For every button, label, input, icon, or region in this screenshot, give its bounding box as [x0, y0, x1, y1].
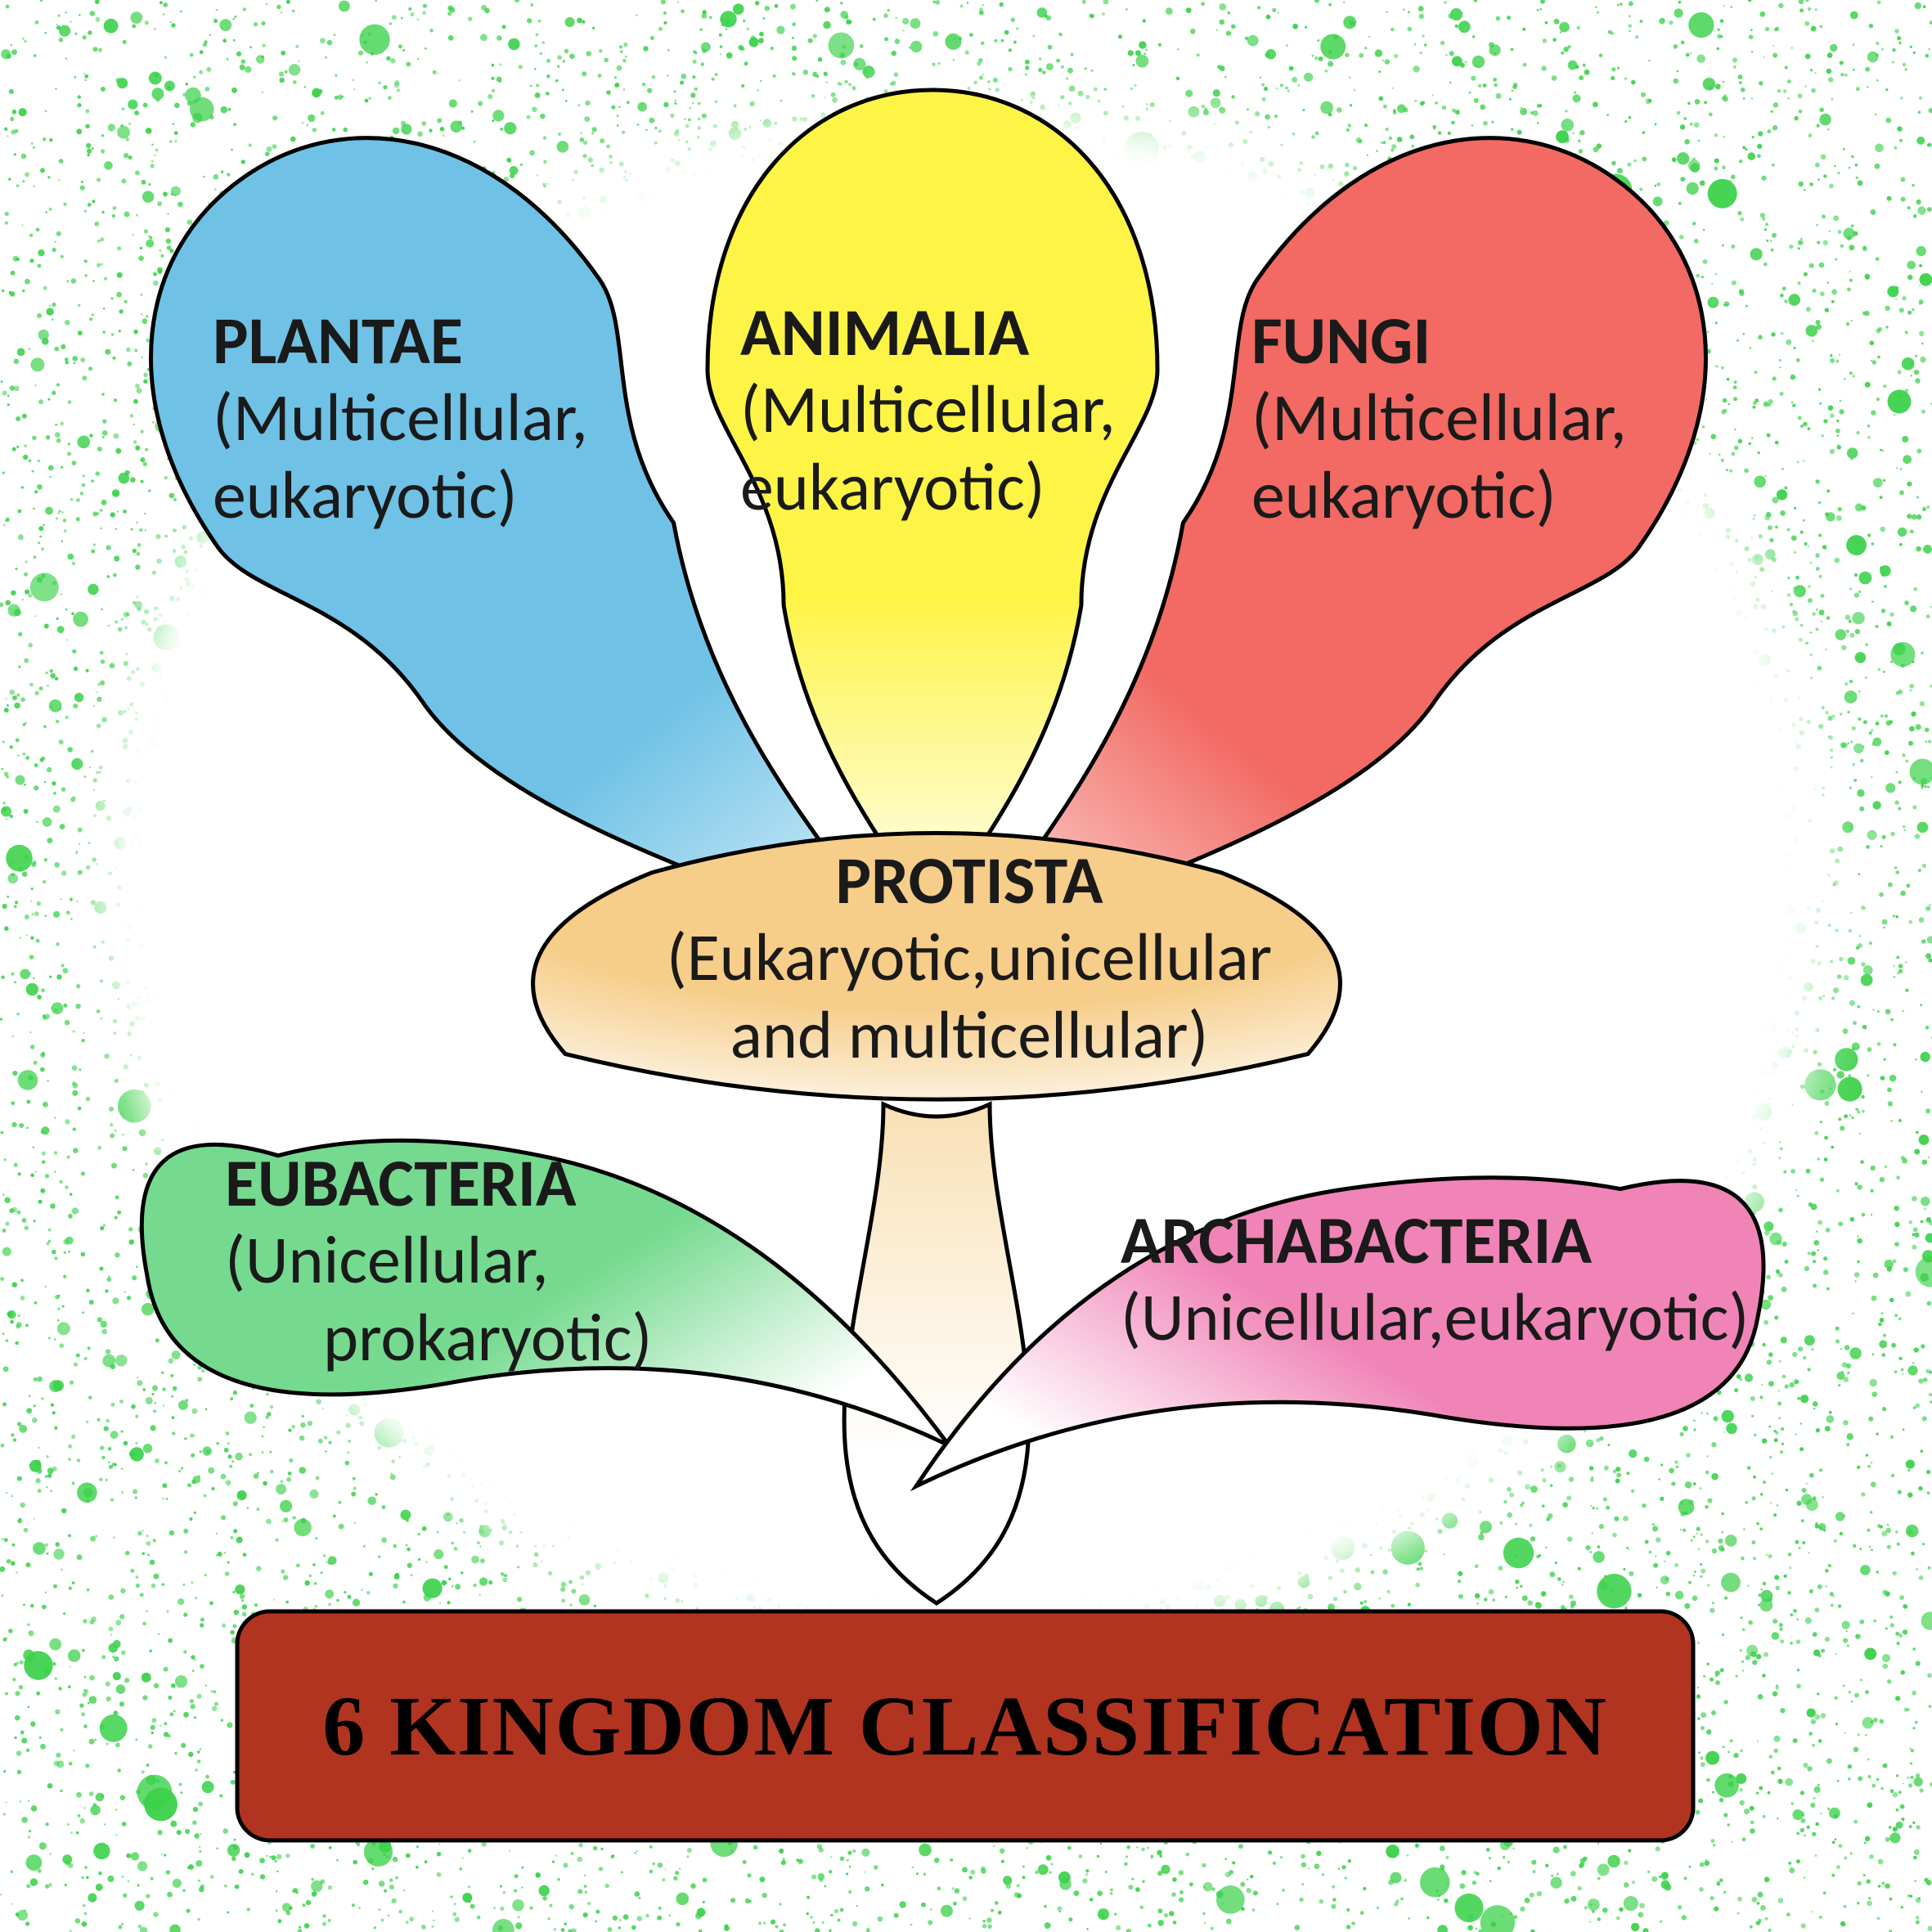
label-archabacteria-name: ARCHABACTERIA — [1121, 1202, 1749, 1279]
label-fungi-desc1: (Multicellular, — [1251, 380, 1627, 456]
title-label: 6 KINGDOM CLASSIFICATION — [322, 1678, 1608, 1775]
label-eubacteria-desc1: (Unicellular, — [225, 1222, 652, 1299]
label-protista-desc2: and multicellular) — [646, 997, 1292, 1074]
label-plantae-desc1: (Multicellular, — [213, 380, 588, 456]
label-fungi-desc2: eukaryotic) — [1251, 457, 1627, 534]
text-eubacteria: EUBACTERIA (Unicellular, prokaryotic) — [225, 1145, 652, 1377]
label-archabacteria-desc1: (Unicellular,eukaryotic) — [1121, 1279, 1749, 1356]
text-protista: PROTISTA (Eukaryotic,unicellular and mul… — [646, 842, 1292, 1074]
label-eubacteria-name: EUBACTERIA — [225, 1145, 652, 1222]
text-animalia: ANIMALIA (Multicellular, eukaryotic) — [740, 294, 1116, 526]
text-archabacteria: ARCHABACTERIA (Unicellular,eukaryotic) — [1121, 1202, 1749, 1357]
label-fungi-name: FUNGI — [1251, 303, 1627, 380]
label-animalia-desc2: eukaryotic) — [740, 449, 1116, 526]
diagram-canvas: PLANTAE (Multicellular, eukaryotic) ANIM… — [0, 0, 1932, 1932]
title-text: 6 KINGDOM CLASSIFICATION — [237, 1611, 1693, 1840]
label-plantae-desc2: eukaryotic) — [213, 457, 588, 534]
label-animalia-name: ANIMALIA — [740, 294, 1116, 371]
label-plantae-name: PLANTAE — [213, 303, 588, 380]
label-eubacteria-desc2: prokaryotic) — [225, 1300, 652, 1377]
text-fungi: FUNGI (Multicellular, eukaryotic) — [1251, 303, 1627, 534]
text-plantae: PLANTAE (Multicellular, eukaryotic) — [213, 303, 588, 534]
label-animalia-desc1: (Multicellular, — [740, 371, 1116, 448]
label-protista-desc1: (Eukaryotic,unicellular — [646, 919, 1292, 996]
label-protista-name: PROTISTA — [646, 842, 1292, 919]
